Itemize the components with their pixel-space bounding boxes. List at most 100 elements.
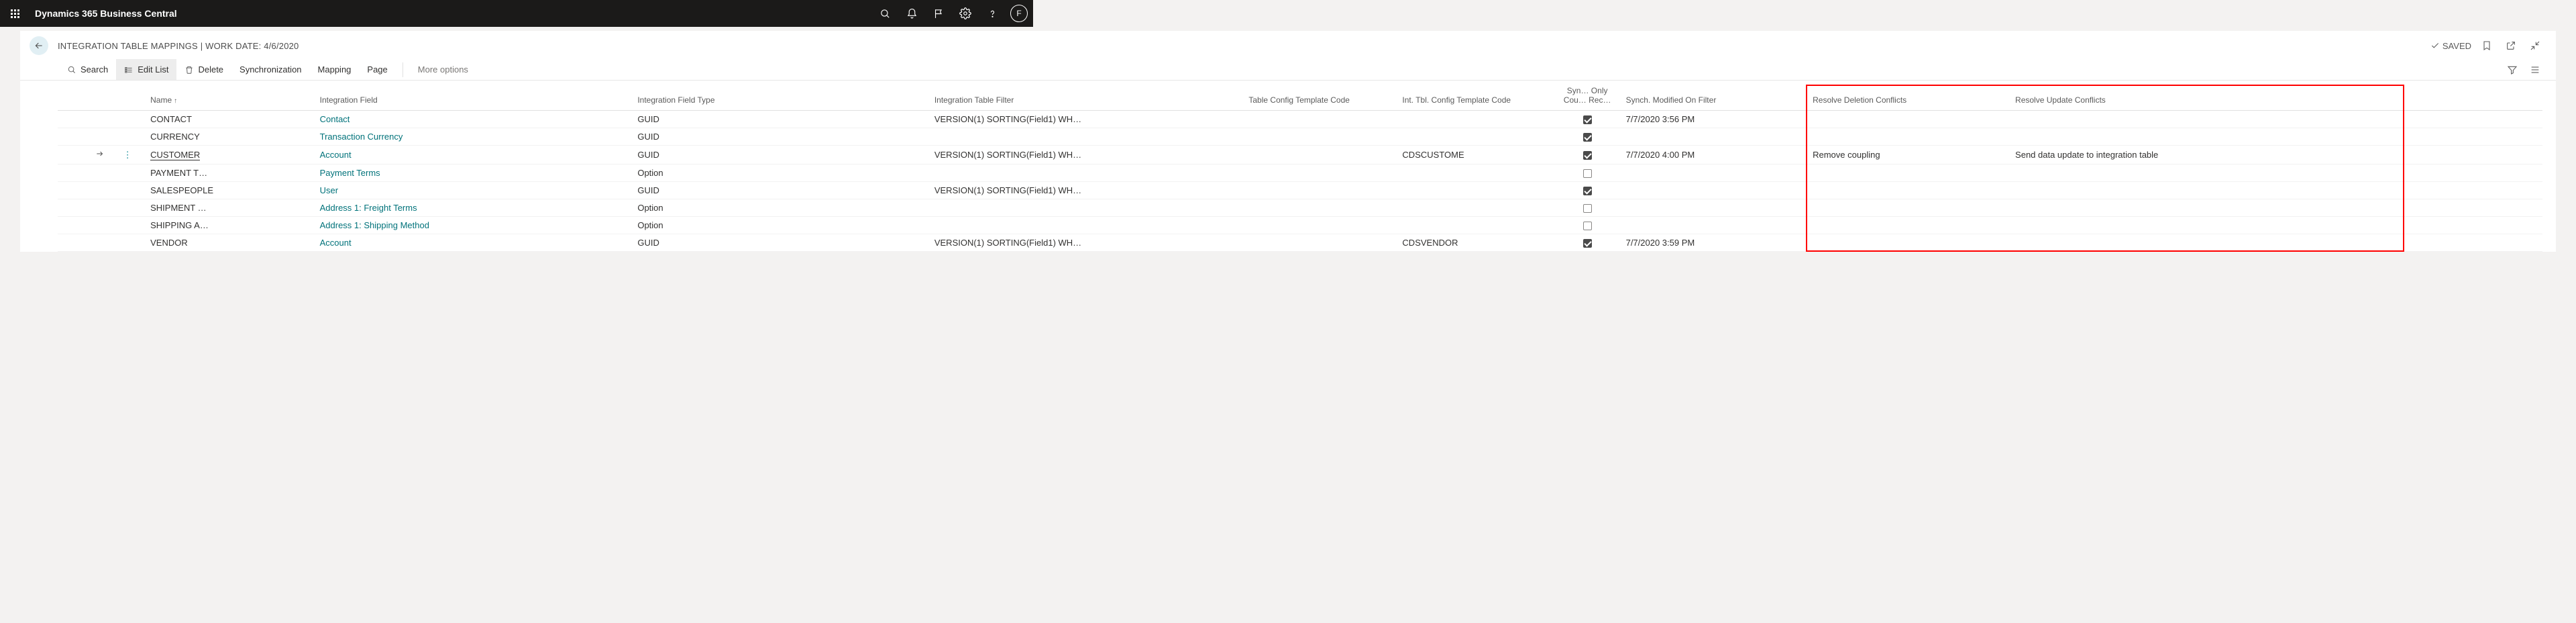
avatar-initial: F: [1016, 9, 1021, 18]
cell-sync-only[interactable]: [1554, 111, 1621, 128]
cell-integration_field[interactable]: User: [315, 182, 633, 199]
row-more-icon[interactable]: [110, 217, 145, 234]
cell-int_tbl_cfg: [1397, 111, 1554, 128]
table-row[interactable]: CONTACTContactGUIDVERSION(1) SORTING(Fie…: [58, 111, 2542, 128]
row-indicator: [58, 217, 110, 234]
row-more-icon[interactable]: [110, 234, 145, 252]
cell-sync_mod: 7/7/2020 3:56 PM: [1621, 111, 1808, 128]
collapse-icon[interactable]: [2526, 37, 2544, 54]
cell-pad: [2403, 182, 2542, 199]
cell-sync-only[interactable]: [1554, 182, 1621, 199]
col-integration-field[interactable]: Integration Field: [315, 81, 633, 111]
search-icon[interactable]: [872, 0, 898, 27]
synchronization-button[interactable]: Synchronization: [231, 59, 310, 80]
cell-sync-only[interactable]: [1554, 199, 1621, 217]
popout-icon[interactable]: [2502, 37, 2520, 54]
more-options-button[interactable]: More options: [410, 59, 476, 80]
cell-resolve_upd: [2010, 199, 2403, 217]
cell-integration_table_filter: [929, 199, 1244, 217]
cell-integration_field[interactable]: Address 1: Shipping Method: [315, 217, 633, 234]
cell-table_cfg: [1243, 164, 1397, 182]
row-indicator: [58, 128, 110, 146]
table-row[interactable]: SHIPPING A…Address 1: Shipping MethodOpt…: [58, 217, 2542, 234]
row-more-icon[interactable]: [110, 128, 145, 146]
delete-button[interactable]: Delete: [176, 59, 231, 80]
search-button[interactable]: Search: [59, 59, 116, 80]
cell-table_cfg: [1243, 146, 1397, 164]
col-sync-only-coupled[interactable]: Syn… Only Cou… Rec…: [1554, 81, 1621, 111]
cell-integration_field[interactable]: Transaction Currency: [315, 128, 633, 146]
table-row[interactable]: SHIPMENT …Address 1: Freight TermsOption: [58, 199, 2542, 217]
checkbox-icon[interactable]: [1583, 151, 1592, 160]
cell-integration_field[interactable]: Contact: [315, 111, 633, 128]
col-sync-modified-on[interactable]: Synch. Modified On Filter: [1621, 81, 1808, 111]
cell-sync-only[interactable]: [1554, 164, 1621, 182]
back-button[interactable]: [30, 36, 48, 55]
saved-indicator: SAVED: [2430, 41, 2471, 51]
row-more-icon[interactable]: ⋮: [110, 146, 145, 164]
cell-resolve_del: [1807, 199, 2010, 217]
table-row[interactable]: CURRENCYTransaction CurrencyGUID: [58, 128, 2542, 146]
flag-icon[interactable]: [926, 0, 951, 27]
col-resolve-update[interactable]: Resolve Update Conflicts: [2010, 81, 2403, 111]
cell-integration_field_type: GUID: [632, 234, 929, 252]
cell-integration_field[interactable]: Account: [315, 234, 633, 252]
cell-integration_field_type: Option: [632, 199, 929, 217]
row-more-icon[interactable]: [110, 164, 145, 182]
cell-table_cfg: [1243, 199, 1397, 217]
filter-icon[interactable]: [2504, 61, 2521, 79]
col-resolve-deletion[interactable]: Resolve Deletion Conflicts: [1807, 81, 2010, 111]
table-row[interactable]: PAYMENT T…Payment TermsOption: [58, 164, 2542, 182]
cell-resolve_del: [1807, 164, 2010, 182]
cell-integration_field[interactable]: Payment Terms: [315, 164, 633, 182]
col-name[interactable]: Name↑: [145, 81, 314, 111]
help-icon[interactable]: [979, 0, 1005, 27]
cell-sync-only[interactable]: [1554, 146, 1621, 164]
row-more-icon[interactable]: [110, 199, 145, 217]
cell-integration_field[interactable]: Account: [315, 146, 633, 164]
cell-integration_table_filter: VERSION(1) SORTING(Field1) WH…: [929, 146, 1244, 164]
cell-int_tbl_cfg: [1397, 128, 1554, 146]
cell-int_tbl_cfg: [1397, 164, 1554, 182]
checkbox-icon[interactable]: [1583, 222, 1592, 230]
bookmark-icon[interactable]: [2478, 37, 2496, 54]
checkbox-icon[interactable]: [1583, 187, 1592, 195]
row-indicator: [58, 182, 110, 199]
table-header-row: Name↑ Integration Field Integration Fiel…: [58, 81, 2542, 111]
cell-int_tbl_cfg: CDSCUSTOME: [1397, 146, 1554, 164]
table-row[interactable]: SALESPEOPLEUserGUIDVERSION(1) SORTING(Fi…: [58, 182, 2542, 199]
row-more-icon[interactable]: [110, 182, 145, 199]
settings-icon[interactable]: [953, 0, 978, 27]
col-int-tbl-config-template[interactable]: Int. Tbl. Config Template Code: [1397, 81, 1554, 111]
cell-integration_field_type: GUID: [632, 146, 929, 164]
cell-sync-only[interactable]: [1554, 217, 1621, 234]
table-row[interactable]: VENDORAccountGUIDVERSION(1) SORTING(Fiel…: [58, 234, 2542, 252]
list-view-icon[interactable]: [2526, 61, 2544, 79]
col-integration-table-filter[interactable]: Integration Table Filter: [929, 81, 1244, 111]
col-integration-field-type[interactable]: Integration Field Type: [632, 81, 929, 111]
cell-integration_field[interactable]: Address 1: Freight Terms: [315, 199, 633, 217]
mapping-button[interactable]: Mapping: [310, 59, 360, 80]
edit-list-button[interactable]: Edit List: [116, 59, 176, 80]
checkbox-icon[interactable]: [1583, 204, 1592, 213]
checkbox-icon[interactable]: [1583, 169, 1592, 178]
cell-integration_table_filter: [929, 128, 1244, 146]
checkbox-icon[interactable]: [1583, 239, 1592, 248]
cell-sync_mod: 7/7/2020 4:00 PM: [1621, 146, 1808, 164]
cell-sync-only[interactable]: [1554, 234, 1621, 252]
app-launcher-icon[interactable]: [4, 3, 25, 24]
mapping-label: Mapping: [318, 64, 352, 75]
cell-int_tbl_cfg: [1397, 217, 1554, 234]
col-table-config-template[interactable]: Table Config Template Code: [1243, 81, 1397, 111]
row-more-icon[interactable]: [110, 111, 145, 128]
notifications-icon[interactable]: [899, 0, 924, 27]
user-avatar[interactable]: F: [1010, 5, 1028, 22]
row-indicator: [58, 146, 110, 164]
cell-resolve_del: [1807, 182, 2010, 199]
table-row[interactable]: ⋮CUSTOMERAccountGUIDVERSION(1) SORTING(F…: [58, 146, 2542, 164]
page-button[interactable]: Page: [359, 59, 395, 80]
checkbox-icon[interactable]: [1583, 133, 1592, 142]
checkbox-icon[interactable]: [1583, 115, 1592, 124]
saved-label: SAVED: [2443, 41, 2471, 51]
cell-sync-only[interactable]: [1554, 128, 1621, 146]
